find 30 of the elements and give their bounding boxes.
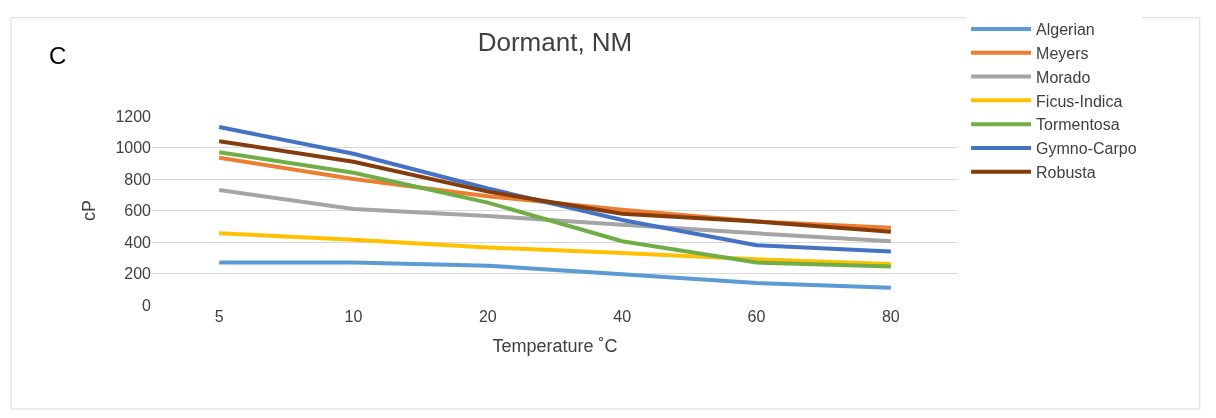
- line-series: [217, 231, 893, 267]
- line-series: [217, 125, 893, 254]
- legend-label: Tormentosa: [1036, 116, 1120, 134]
- y-tick-label: 1200: [115, 107, 152, 125]
- legend-label: Morado: [1036, 68, 1091, 86]
- x-tick-label: 20: [478, 308, 497, 325]
- y-tick-label: 800: [124, 170, 152, 188]
- x-axis-title: Temperature ˚C: [492, 336, 618, 357]
- line-series: [217, 139, 893, 234]
- line-series: [217, 150, 893, 269]
- legend-label: Ficus-Indica: [1036, 92, 1123, 110]
- text: C: [49, 42, 67, 69]
- y-tick-label: 0: [142, 296, 152, 314]
- legend-label: Robusta: [1036, 163, 1096, 181]
- x-tick-label: 80: [881, 308, 900, 325]
- y-axis-title: cP: [78, 199, 99, 222]
- legend-label: Algerian: [1036, 21, 1095, 39]
- line-series: [217, 260, 893, 290]
- x-tick-label: 5: [214, 308, 224, 325]
- legend-label: Gymno-Carpo: [1036, 140, 1137, 158]
- y-tick-label: 1000: [115, 139, 152, 157]
- y-tick-label: 400: [124, 233, 152, 251]
- chart-title: Dormant, NM: [477, 26, 633, 57]
- x-tick-label: 10: [344, 308, 363, 325]
- x-tick-label: 40: [613, 308, 632, 325]
- legend-label: Meyers: [1036, 44, 1089, 62]
- y-tick-label: 200: [124, 265, 152, 283]
- y-tick-label: 600: [124, 202, 152, 220]
- line-series: [217, 188, 893, 244]
- x-tick-label: 60: [747, 308, 766, 325]
